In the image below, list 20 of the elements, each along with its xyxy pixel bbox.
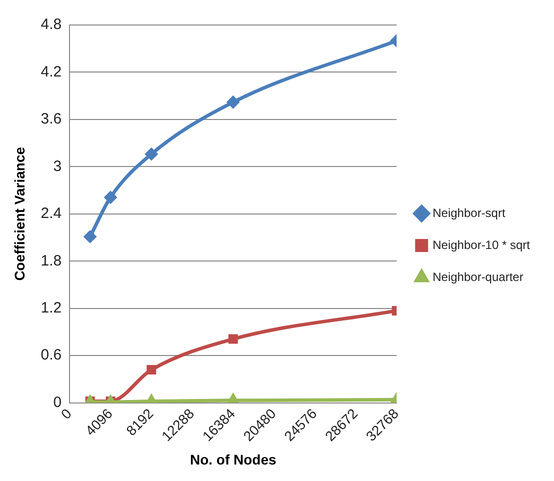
y-tick-label: 4.2 — [40, 63, 62, 80]
point — [84, 230, 97, 244]
point — [226, 96, 240, 109]
y-axis-title: Coefficient Variance — [11, 146, 28, 281]
y-tick-label: 3.6 — [40, 110, 62, 128]
legend-label: Neighbor-sqrt — [432, 206, 506, 220]
x-axis-title: No. of Nodes — [190, 451, 277, 468]
legend-label: Neighbor-quarter — [432, 270, 524, 284]
y-tick-label: 2.4 — [40, 205, 62, 222]
y-tick-label: 0.6 — [40, 346, 62, 364]
point — [144, 148, 158, 161]
legend-label: Neighbor-10 * sqrt — [432, 238, 531, 252]
y-tick-label: 3 — [53, 158, 62, 175]
y-tick-label: 4.8 — [40, 16, 62, 34]
point — [146, 364, 156, 374]
y-tick-label: 1.2 — [40, 299, 62, 316]
y-tick-label: 0 — [53, 394, 62, 411]
point — [228, 334, 238, 344]
y-tick-label: 1.8 — [40, 252, 62, 270]
point — [104, 190, 118, 204]
